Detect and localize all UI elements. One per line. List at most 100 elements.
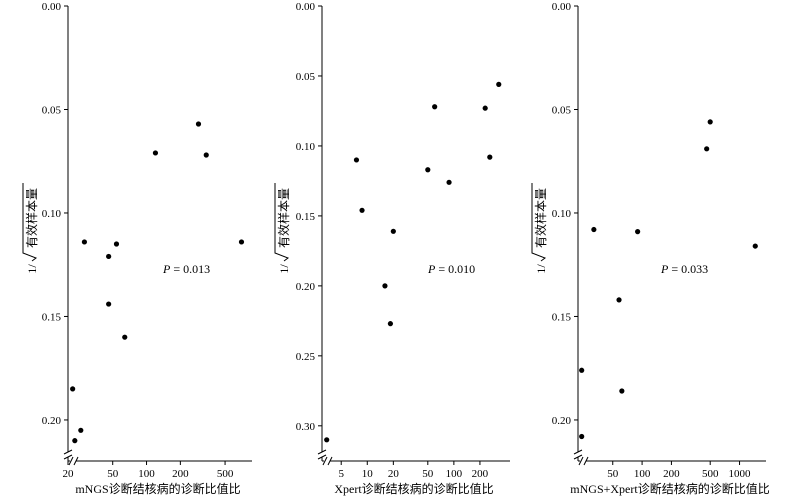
- data-point: [591, 226, 597, 233]
- y-axis-title: 1/有效样本量: [274, 183, 291, 274]
- p-value: = 0.010: [435, 262, 475, 276]
- y-axis-title: 1/有效样本量: [531, 183, 548, 274]
- data-point: [487, 154, 493, 160]
- x-tick-label: 500: [702, 468, 719, 480]
- y-axis-title-main: 有效样本量: [276, 188, 291, 248]
- y-axis-title-prefix: 1/: [25, 264, 39, 274]
- data-point: [238, 239, 245, 245]
- y-tick-label: 0.00: [296, 1, 316, 13]
- sqrt-symbol: [274, 183, 290, 262]
- x-tick-label: 200: [663, 468, 680, 480]
- x-tick-label: 5: [338, 468, 344, 480]
- sqrt-symbol: [22, 183, 38, 262]
- x-tick-label: 10: [362, 468, 374, 480]
- data-point: [324, 437, 330, 443]
- data-point: [446, 179, 452, 185]
- y-tick-label: 0.20: [42, 415, 62, 427]
- x-axis-title: Xpert诊断结核病的诊断比值比: [334, 481, 493, 496]
- y-tick-label: 0.15: [552, 311, 572, 323]
- y-tick-label: 0.10: [296, 141, 316, 153]
- data-point: [122, 334, 128, 340]
- y-axis-break-mark: [63, 449, 73, 460]
- x-tick-label: 20: [388, 468, 400, 480]
- data-point: [106, 301, 112, 307]
- data-point: [81, 239, 88, 245]
- data-point: [579, 433, 585, 440]
- x-axis-break-mark: [68, 456, 79, 466]
- chart-panel-1: 0.00 0.05 0.10 0.15 0.20 20 50 100 200 500 P = 0.0…: [22, 1, 252, 496]
- y-tick-label: 0.15: [42, 311, 62, 323]
- y-tick-label: 0.05: [42, 104, 62, 116]
- x-axis-title: mNGS+Xpert诊断结核病的诊断比值比: [570, 481, 769, 496]
- y-tick-label: 0.00: [42, 1, 62, 13]
- y-axis-title-main: 有效样本量: [533, 188, 548, 248]
- x-axis-break-mark: [322, 456, 333, 466]
- y-axis-title-prefix: 1/: [277, 264, 291, 274]
- y-tick-label: 0.10: [552, 208, 572, 220]
- x-tick-label: 200: [172, 468, 189, 480]
- p-symbol: P: [162, 262, 171, 276]
- data-point: [359, 207, 365, 213]
- y-tick-label: 0.30: [296, 421, 316, 433]
- data-point: [579, 367, 585, 373]
- data-point: [425, 167, 431, 173]
- data-point: [619, 388, 625, 394]
- x-tick-label: 200: [472, 468, 489, 480]
- data-point: [752, 243, 758, 249]
- data-point: [382, 283, 388, 289]
- y-tick-label: 0.05: [552, 104, 572, 116]
- data-point: [482, 105, 488, 111]
- x-tick-label: 100: [138, 468, 155, 480]
- y-tick-label: 0.25: [296, 351, 316, 363]
- data-point: [70, 386, 76, 392]
- data-point: [152, 150, 159, 156]
- data-point: [78, 427, 84, 433]
- y-tick-label: 0.20: [552, 415, 572, 427]
- y-tick-label: 0.10: [42, 208, 62, 220]
- chart-panel-3: 0.00 0.05 0.10 0.15 0.20 50 100 200 500 1000 P = 0…: [531, 1, 770, 496]
- x-tick-label: 100: [446, 468, 463, 480]
- data-point: [353, 157, 360, 163]
- p-value-annotation: P = 0.033: [660, 262, 708, 276]
- y-axis-break-mark: [317, 449, 327, 460]
- data-point: [203, 152, 209, 158]
- x-tick-label: 50: [607, 468, 619, 480]
- data-point: [616, 297, 622, 303]
- x-tick-label: 50: [107, 468, 119, 480]
- y-axis-title-main: 有效样本量: [24, 188, 39, 248]
- y-tick-label: 0.15: [296, 211, 316, 223]
- data-point: [195, 121, 202, 127]
- y-tick-label: 0.05: [296, 71, 316, 83]
- data-point: [432, 104, 438, 110]
- p-symbol: P: [660, 262, 669, 276]
- data-point: [496, 81, 502, 87]
- data-point: [635, 229, 641, 235]
- x-tick-label: 500: [217, 468, 234, 480]
- data-point: [387, 321, 394, 327]
- data-point: [390, 228, 396, 234]
- y-axis-title: 1/有效样本量: [22, 183, 39, 274]
- p-symbol: P: [427, 262, 436, 276]
- x-tick-label: 100: [634, 468, 651, 480]
- p-value-annotation: P = 0.013: [162, 262, 210, 276]
- x-tick-label: 1000: [729, 468, 752, 480]
- y-tick-label: 0.00: [552, 1, 572, 13]
- data-point: [704, 146, 710, 152]
- y-axis-title-prefix: 1/: [534, 264, 548, 274]
- x-axis-break-mark: [578, 456, 589, 466]
- data-point: [106, 253, 112, 260]
- y-axis-break-mark: [573, 449, 583, 460]
- chart-panel-2: 0.00 0.05 0.10 0.15 0.20 0.25 0.30 5 10 20 50 100 20…: [274, 1, 510, 496]
- y-tick-label: 0.20: [296, 281, 316, 293]
- p-value: = 0.013: [170, 262, 210, 276]
- data-point: [113, 241, 120, 247]
- p-value-annotation: P = 0.010: [427, 262, 475, 276]
- x-tick-label: 50: [422, 468, 434, 480]
- x-axis-title: mNGS诊断结核病的诊断比值比: [75, 481, 240, 496]
- x-tick-label: 20: [63, 468, 75, 480]
- sqrt-symbol: [531, 183, 547, 262]
- data-point: [707, 119, 713, 125]
- p-value: = 0.033: [668, 262, 708, 276]
- data-point: [72, 438, 78, 444]
